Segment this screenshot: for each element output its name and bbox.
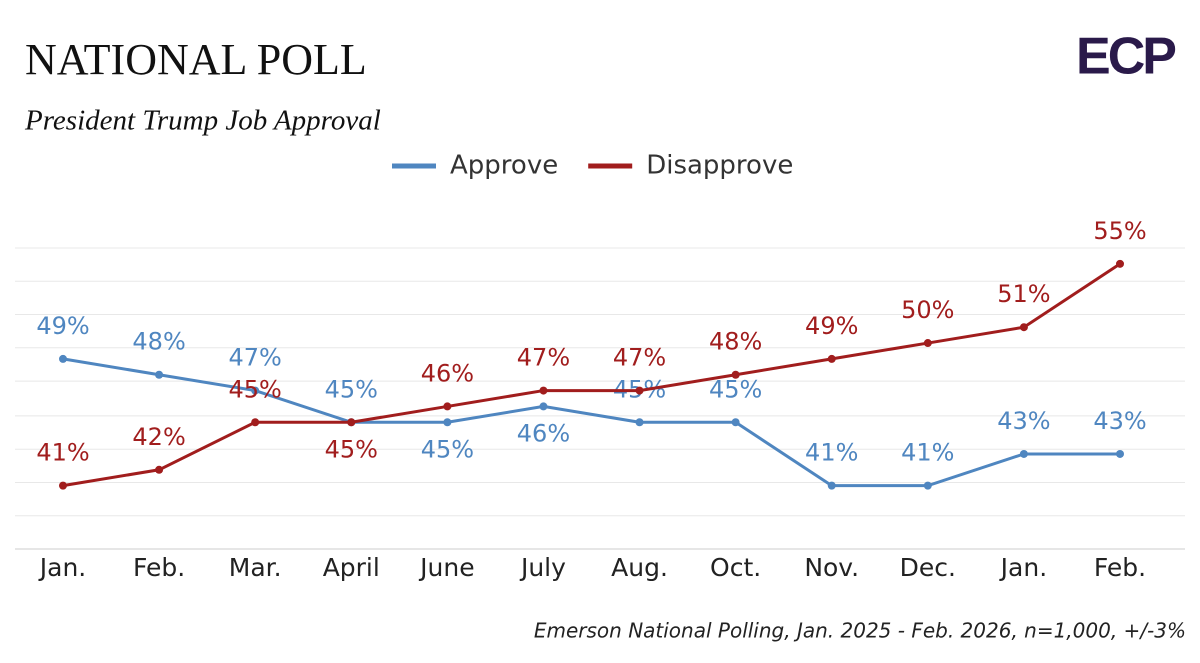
chart-title: NATIONAL POLL <box>25 35 367 84</box>
data-label: 49% <box>805 312 858 340</box>
data-label: 41% <box>901 439 954 467</box>
data-label: 48% <box>709 328 762 356</box>
data-point <box>635 418 644 427</box>
x-tick-label: April <box>323 553 380 582</box>
x-tick-label: Aug. <box>611 553 668 582</box>
x-tick-label: June <box>418 553 474 582</box>
data-point <box>155 465 164 474</box>
data-label: 45% <box>421 435 474 463</box>
data-point <box>59 481 67 490</box>
data-point <box>539 402 548 411</box>
source-note: Emerson National Polling, Jan. 2025 - Fe… <box>534 619 1186 643</box>
data-label: 45% <box>325 435 378 463</box>
x-tick-label: Feb. <box>1094 553 1146 582</box>
data-label: 43% <box>1093 407 1146 435</box>
data-label: 41% <box>36 439 89 467</box>
data-point <box>731 418 740 427</box>
data-point <box>443 418 452 427</box>
data-point <box>827 354 836 363</box>
data-label: 46% <box>421 359 474 387</box>
logo: ECP <box>1076 28 1175 86</box>
x-tick-label: Nov. <box>804 553 859 582</box>
data-point <box>1116 259 1124 268</box>
legend-label: Approve <box>450 151 558 181</box>
x-tick-label: Feb. <box>133 553 185 582</box>
data-label: 45% <box>709 375 762 403</box>
data-point <box>1116 449 1124 458</box>
data-point <box>923 481 932 490</box>
data-label: 47% <box>613 344 666 372</box>
x-tick-label: Jan. <box>38 553 86 582</box>
data-point <box>1019 323 1028 332</box>
data-point <box>155 370 164 379</box>
data-label: 45% <box>325 375 378 403</box>
data-point <box>347 418 356 427</box>
legend-label: Disapprove <box>646 151 793 181</box>
data-point <box>827 481 836 490</box>
series-line <box>62 357 1120 488</box>
data-label: 46% <box>517 419 570 447</box>
data-point <box>923 339 932 348</box>
data-point <box>1019 449 1028 458</box>
data-label: 45% <box>229 375 282 403</box>
data-point <box>59 354 67 363</box>
series-line <box>62 262 1121 488</box>
data-point <box>539 386 548 395</box>
data-label: 47% <box>517 344 570 372</box>
data-label: 42% <box>132 423 185 451</box>
chart-subtitle: President Trump Job Approval <box>24 105 381 137</box>
data-point <box>443 402 452 411</box>
x-tick-label: Oct. <box>710 553 761 582</box>
x-tick-label: Mar. <box>229 553 282 582</box>
x-tick-label: Dec. <box>900 553 956 582</box>
data-point <box>731 370 740 379</box>
data-point <box>251 418 260 427</box>
data-point <box>635 386 644 395</box>
data-label: 55% <box>1093 217 1146 245</box>
data-label: 41% <box>805 439 858 467</box>
data-label: 43% <box>997 407 1050 435</box>
data-label: 50% <box>901 296 954 324</box>
data-point <box>251 386 260 395</box>
x-tick-label: July <box>519 553 566 582</box>
data-label: 48% <box>132 328 185 356</box>
data-label: 47% <box>229 344 282 372</box>
data-label: 51% <box>997 280 1050 308</box>
x-tick-label: Jan. <box>999 553 1047 582</box>
data-label: 49% <box>36 312 89 340</box>
